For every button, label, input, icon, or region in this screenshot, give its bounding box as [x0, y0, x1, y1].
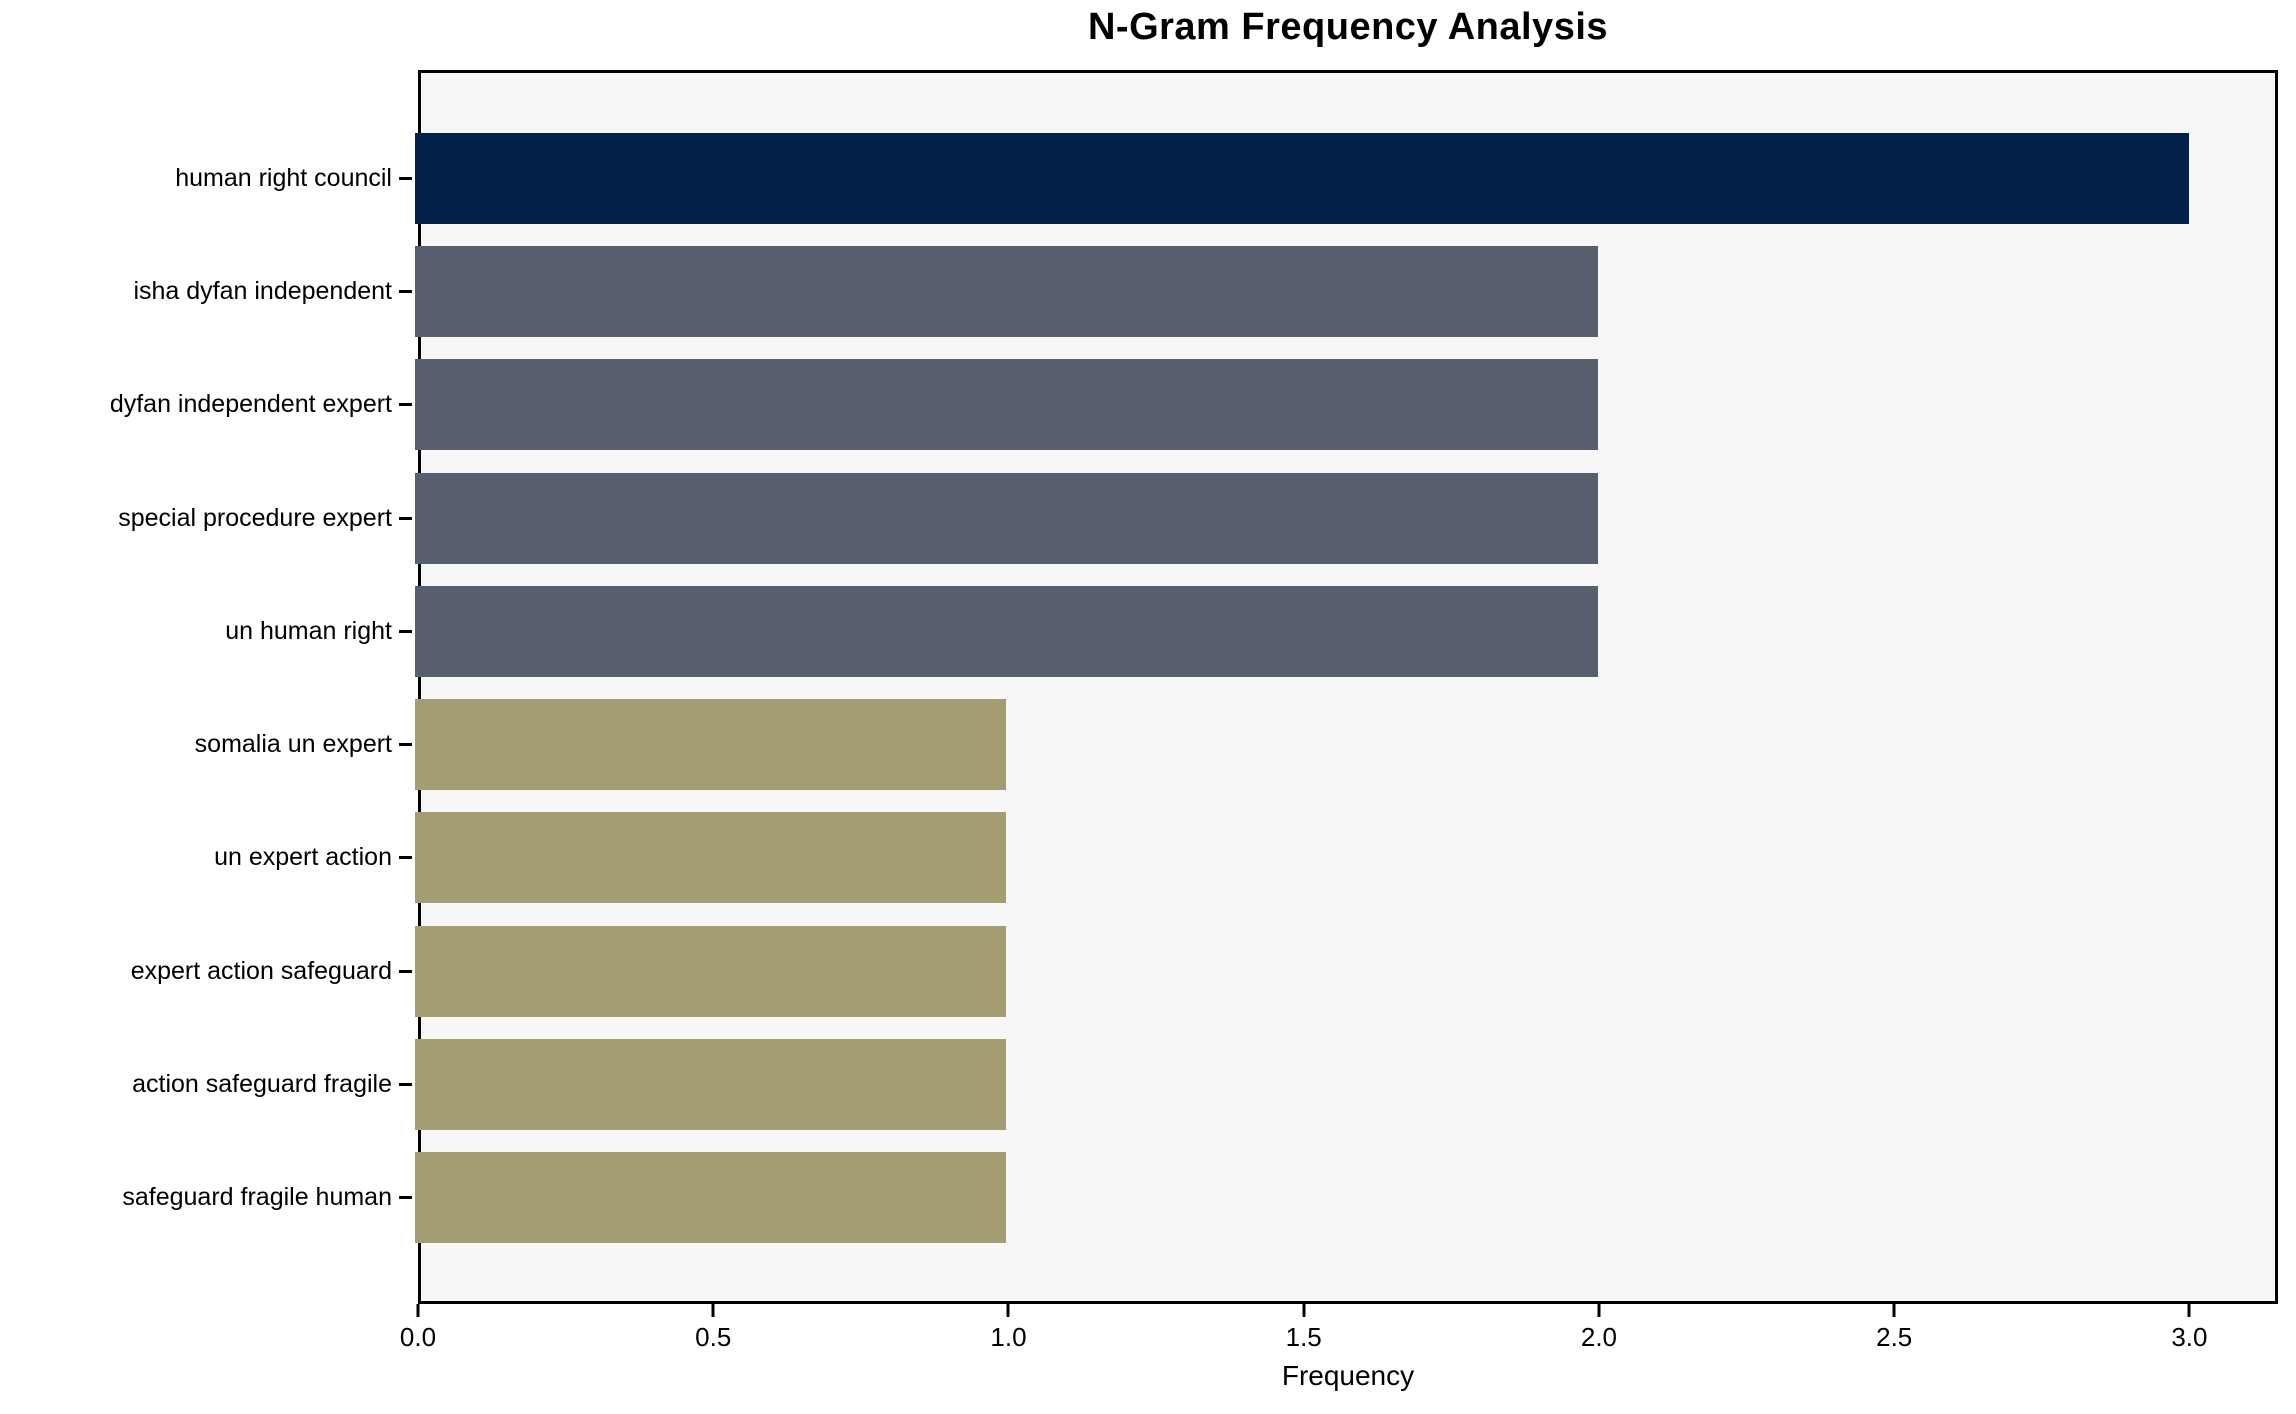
- bar-track: [415, 122, 2278, 235]
- y-tick-label: un human right: [225, 616, 392, 645]
- x-axis-title: Frequency: [1281, 1360, 1415, 1391]
- x-tick-label: 0.0: [399, 1322, 437, 1352]
- chart-title: N-Gram Frequency Analysis: [1087, 6, 1609, 48]
- y-tick-label: dyfan independent expert: [109, 390, 392, 419]
- x-tick-label: 0.5: [695, 1322, 732, 1352]
- bar-row: un expert action: [0, 801, 2278, 914]
- bar-track: [415, 348, 2278, 461]
- y-tick-mark: [399, 516, 412, 520]
- y-tick-mark: [399, 177, 412, 181]
- y-tick-mark: [399, 1082, 412, 1086]
- x-tick-mark: [1006, 1304, 1010, 1317]
- y-tick-mark: [399, 403, 412, 407]
- x-tick-mark: [1302, 1304, 1306, 1317]
- y-tick-mark: [399, 969, 412, 973]
- bar-track: [415, 688, 2278, 801]
- bar-row: dyfan independent expert: [0, 348, 2278, 461]
- bar-somalia-un-expert: [415, 699, 1007, 791]
- rows-layer: human right council isha dyfan independen…: [0, 70, 2278, 1304]
- x-axis-ticks: 0.0 0.5 1.0 1.5 2.0 2.5 3.0: [400, 1304, 2278, 1364]
- bar-track: [415, 462, 2278, 575]
- y-tick-label: human right council: [175, 164, 392, 193]
- bar-row: somalia un expert: [0, 688, 2278, 801]
- bar-row: action safeguard fragile: [0, 1028, 2278, 1141]
- bar-un-human-right: [415, 585, 1598, 677]
- x-tick-mark: [1597, 1304, 1601, 1317]
- bar-track: [415, 1028, 2278, 1141]
- y-tick-mark: [399, 290, 412, 294]
- bar-un-expert-action: [415, 812, 1007, 904]
- y-tick-mark: [399, 629, 412, 633]
- bar-row: special procedure expert: [0, 462, 2278, 575]
- bar-row: safeguard fragile human: [0, 1141, 2278, 1254]
- x-tick-label: 2.0: [1580, 1322, 1618, 1352]
- x-tick-mark: [1892, 1304, 1896, 1317]
- y-tick-mark: [399, 743, 412, 747]
- y-tick-label: special procedure expert: [118, 503, 392, 532]
- x-tick-label: 1.5: [1285, 1322, 1322, 1352]
- x-tick-mark: [416, 1304, 420, 1317]
- x-tick-label: 2.5: [1876, 1322, 1913, 1352]
- y-tick-label: expert action safeguard: [130, 956, 392, 985]
- y-tick-mark: [399, 1195, 412, 1199]
- x-tick-label: 3.0: [2171, 1322, 2208, 1352]
- bar-row: isha dyfan independent: [0, 235, 2278, 348]
- bar-dyfan-independent-expert: [415, 359, 1598, 451]
- bar-safeguard-fragile-human: [415, 1151, 1007, 1243]
- y-tick-mark: [399, 856, 412, 860]
- bar-track: [415, 914, 2278, 1027]
- bar-track: [415, 235, 2278, 348]
- y-tick-label: action safeguard fragile: [132, 1069, 392, 1098]
- y-tick-label: safeguard fragile human: [122, 1182, 392, 1211]
- y-tick-label: isha dyfan independent: [133, 277, 392, 306]
- bar-row: human right council: [0, 122, 2278, 235]
- y-tick-label: un expert action: [214, 843, 392, 872]
- bar-track: [415, 1141, 2278, 1254]
- bar-action-safeguard-fragile: [415, 1038, 1007, 1130]
- bar-expert-action-safeguard: [415, 925, 1007, 1017]
- x-tick-mark: [711, 1304, 715, 1317]
- y-tick-label: somalia un expert: [194, 730, 392, 759]
- bar-special-procedure-expert: [415, 472, 1598, 564]
- x-tick-mark: [2187, 1304, 2191, 1317]
- bar-row: expert action safeguard: [0, 914, 2278, 1027]
- bar-row: un human right: [0, 575, 2278, 688]
- bar-human-right-council: [415, 133, 2190, 225]
- x-tick-label: 1.0: [990, 1322, 1027, 1352]
- bar-isha-dyfan-independent: [415, 246, 1598, 338]
- bar-track: [415, 801, 2278, 914]
- bar-track: [415, 575, 2278, 688]
